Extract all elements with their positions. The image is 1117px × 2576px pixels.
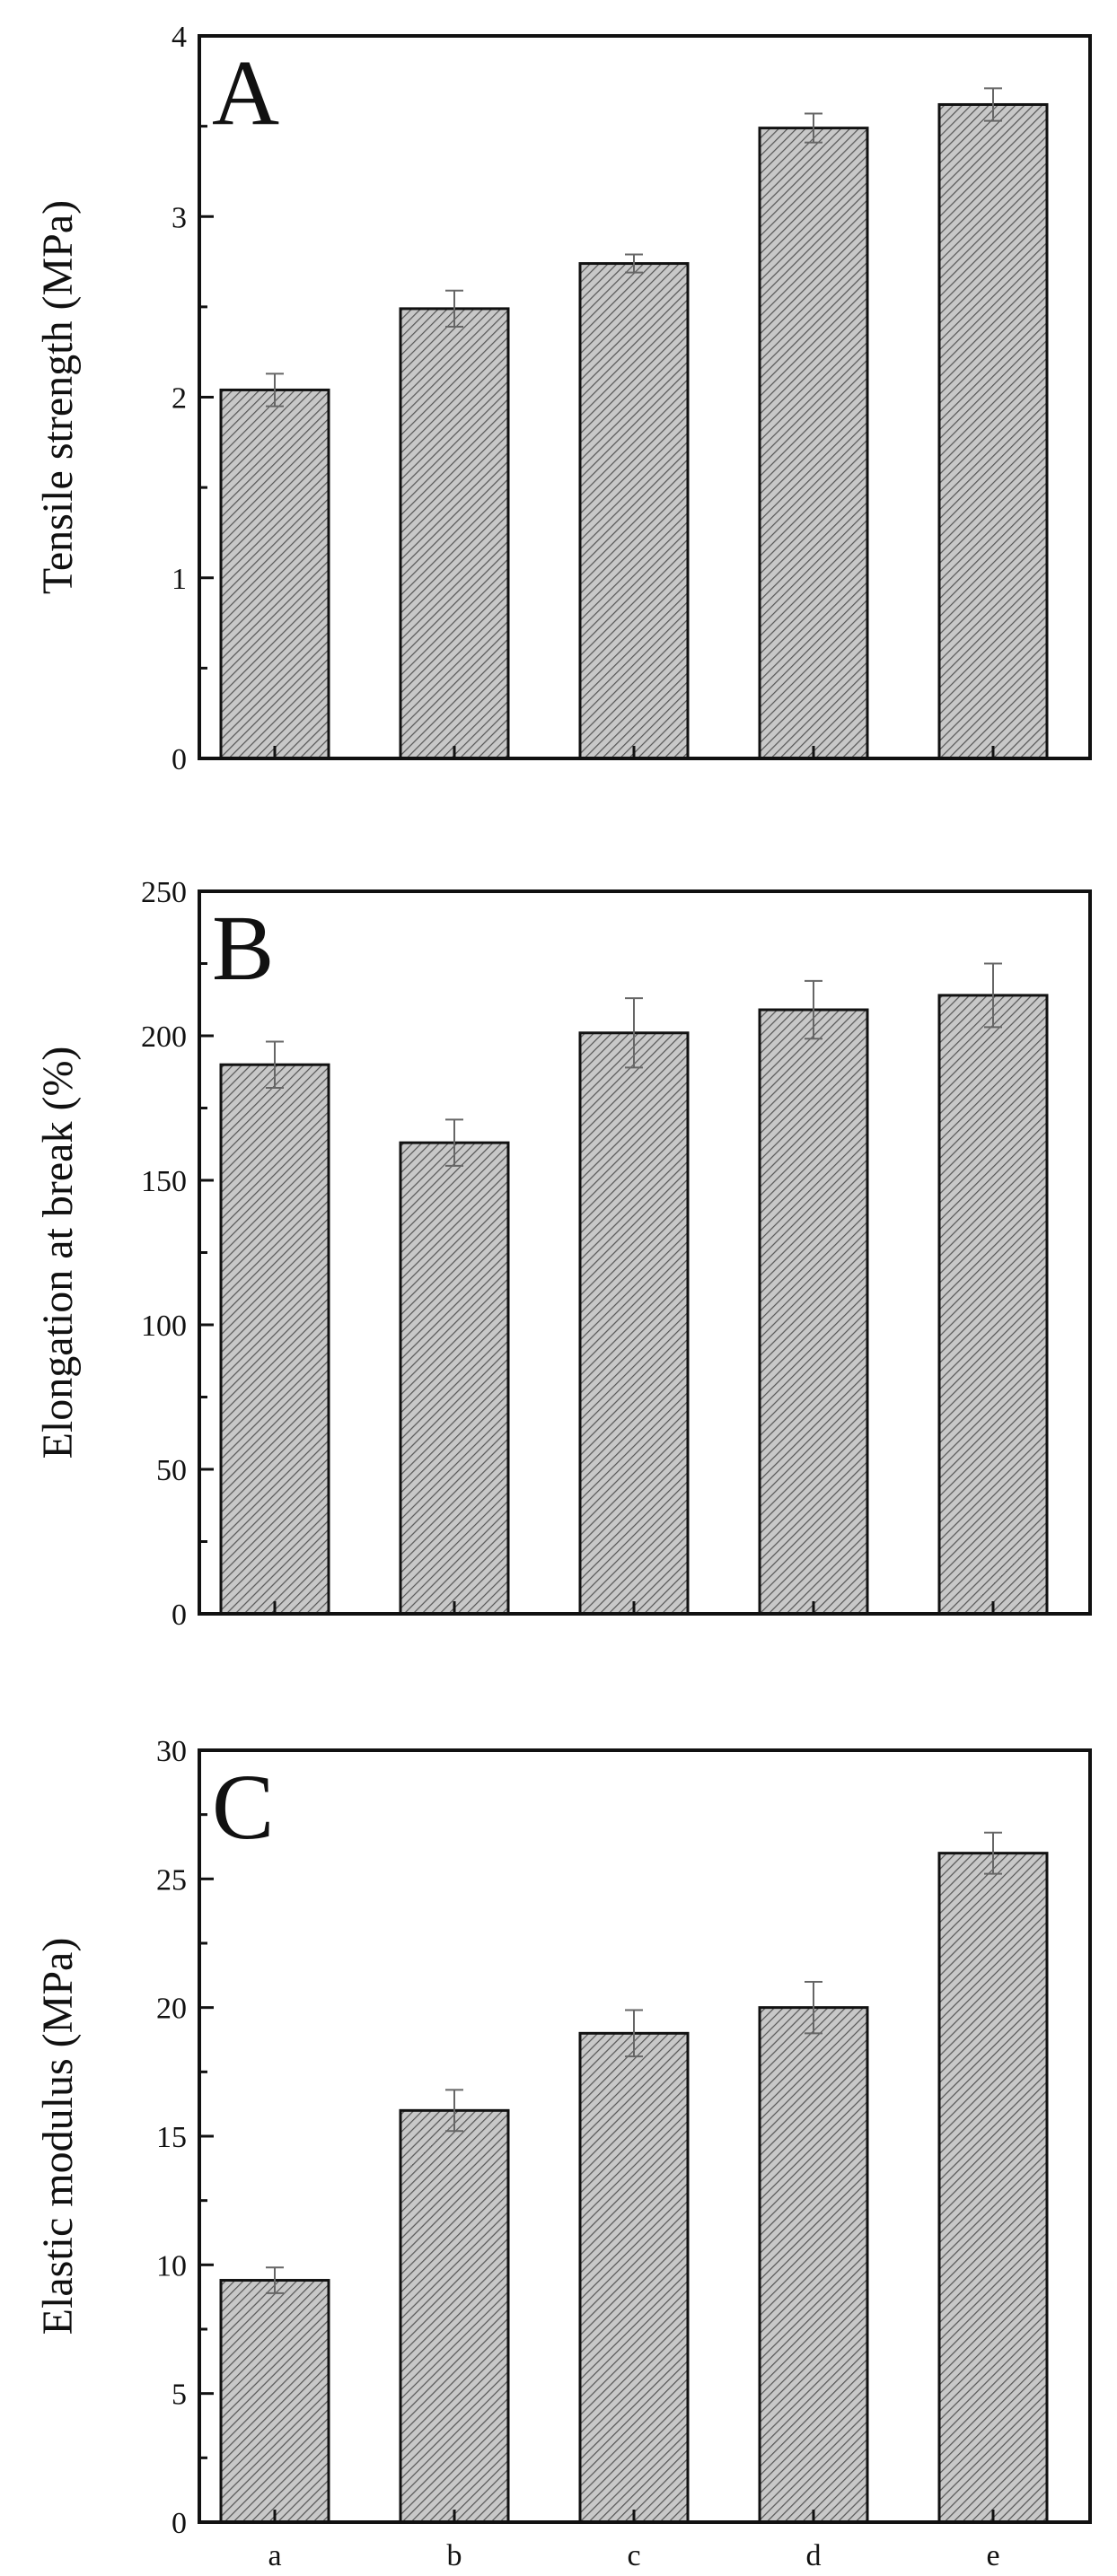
y-axis-title: Elastic modulus (MPa): [34, 1938, 82, 2335]
bar-c: [578, 1031, 690, 1616]
chart-panel-c: 0 5 10 15 20 25 30 a b c d e C Elastic modulus (MPa): [34, 1735, 1092, 2572]
y-tick-label: 3: [172, 201, 187, 234]
bar-d: [758, 1008, 869, 1616]
y-tick-label: 30: [156, 1735, 187, 1768]
bar-e: [937, 1852, 1049, 2524]
y-tick-label: 0: [172, 2507, 187, 2540]
x-tick-label-b: b: [447, 2539, 462, 2572]
y-tick-label: 150: [141, 1165, 187, 1198]
bar-a: [219, 1063, 330, 1616]
chart-panel-a: 0 1 2 3 4A Tensile strength (MPa): [34, 21, 1092, 776]
panel-label: B: [212, 897, 274, 1000]
bar-d: [758, 2006, 869, 2524]
x-tick-label-c: c: [627, 2539, 640, 2572]
y-tick-label: 1: [172, 563, 187, 596]
y-tick-label: 250: [141, 876, 187, 909]
y-tick-label: 0: [172, 743, 187, 776]
bar-a: [219, 2279, 330, 2524]
y-tick-label: 10: [156, 2249, 187, 2282]
chart-panel-b: 0 50 100 150 200 250 B Elongation at break (%): [34, 876, 1092, 1632]
y-tick-label: 25: [156, 1863, 187, 1897]
plot-frame: [198, 34, 1092, 760]
y-tick-label: 100: [141, 1310, 187, 1343]
x-tick-label-d: d: [806, 2539, 822, 2572]
y-tick-label: 0: [172, 1599, 187, 1632]
y-tick-label: 2: [172, 382, 187, 416]
bar-a: [219, 388, 330, 760]
plot-frame: [198, 1748, 1092, 2524]
panel-label: A: [212, 41, 279, 145]
y-tick-label: 15: [156, 2121, 187, 2154]
y-tick-label: 5: [172, 2379, 187, 2412]
bar-b: [399, 307, 510, 760]
bar-c: [578, 2031, 690, 2524]
y-tick-label: 200: [141, 1021, 187, 1054]
y-tick-label: 50: [156, 1454, 187, 1487]
bar-e: [937, 102, 1049, 760]
bar-b: [399, 1141, 510, 1616]
plot-frame: [198, 889, 1092, 1616]
y-tick-label: 4: [172, 21, 187, 54]
bar-d: [758, 127, 869, 760]
y-axis-title: Tensile strength (MPa): [34, 200, 82, 594]
y-axis-title: Elongation at break (%): [34, 1047, 82, 1459]
bar-c: [578, 262, 690, 760]
x-tick-label-e: e: [986, 2539, 999, 2572]
y-tick-label: 20: [156, 1993, 187, 2026]
bar-b: [399, 2108, 510, 2524]
panel-label: C: [212, 1756, 274, 1859]
bar-e: [937, 994, 1049, 1616]
x-tick-label-a: a: [268, 2539, 281, 2572]
